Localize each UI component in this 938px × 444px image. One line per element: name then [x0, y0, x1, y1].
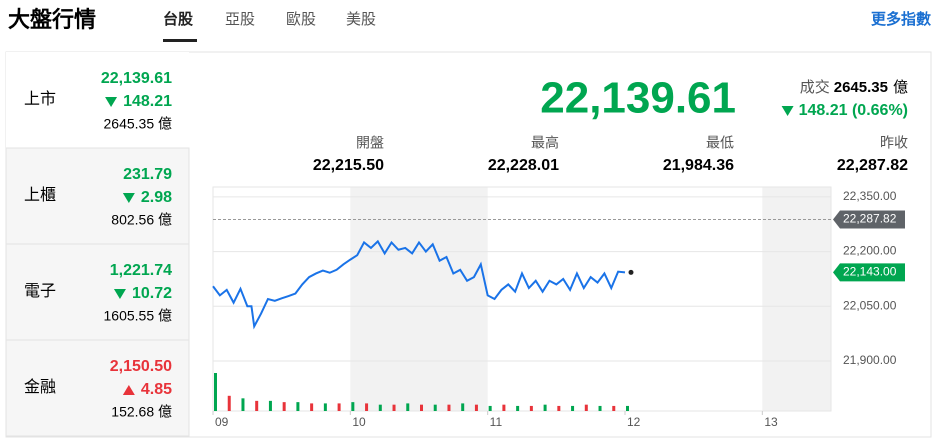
- arrow-down: [122, 193, 135, 203]
- volume-bar: [323, 403, 327, 411]
- quote-change: 148.21 (0.66%): [799, 102, 908, 119]
- last-point: [628, 269, 634, 275]
- y-tick-label: 22,350.00: [843, 189, 897, 203]
- volume-bar: [296, 402, 300, 411]
- x-tick-label: 09: [215, 415, 229, 429]
- volume-bar: [571, 405, 575, 411]
- y-tick-label: 22,200.00: [843, 244, 897, 258]
- volume-bar: [420, 404, 423, 411]
- arrow-down: [105, 97, 118, 107]
- index-volume: 802.56 億: [111, 212, 172, 228]
- y-tick-label: 21,900.00: [843, 353, 897, 367]
- volume-bar: [529, 405, 533, 411]
- volume-bar: [351, 402, 355, 411]
- tab[interactable]: 美股: [346, 11, 376, 28]
- stat-label: 開盤: [356, 135, 384, 151]
- volume-bar: [406, 403, 410, 411]
- index-row-bg[interactable]: [5, 243, 190, 341]
- prev-close-tag: [833, 210, 905, 229]
- index-name: 金融: [24, 378, 56, 396]
- index-price: 231.79: [123, 166, 172, 183]
- quote-price: 22,139.61: [540, 74, 736, 123]
- x-tick-label: 13: [764, 415, 778, 429]
- volume-bar: [378, 404, 382, 411]
- index-name: 上市: [24, 90, 56, 108]
- volume-label: 成交: [800, 78, 830, 96]
- price-line: [212, 239, 626, 330]
- volume-bar: [365, 403, 369, 411]
- tab[interactable]: 亞股: [225, 11, 255, 28]
- index-row-bg[interactable]: [5, 339, 190, 437]
- volume-bar: [502, 404, 506, 411]
- plot-border: [212, 186, 832, 412]
- tab[interactable]: 歐股: [286, 11, 316, 28]
- index-change: 4.85: [141, 381, 172, 398]
- volume-bar: [214, 373, 217, 411]
- volume-bar: [282, 402, 286, 411]
- volume-bar: [516, 405, 520, 411]
- session-band: [350, 187, 488, 411]
- index-change: 10.72: [132, 285, 172, 302]
- x-tick-label: 10: [352, 415, 366, 429]
- volume-bar: [447, 404, 451, 411]
- x-tick-label: 12: [627, 415, 641, 429]
- index-row-bg[interactable]: [6, 52, 189, 148]
- more-link[interactable]: 更多指數: [871, 10, 931, 28]
- volume-bar: [227, 395, 231, 411]
- stat-label: 最低: [706, 135, 734, 151]
- index-volume: 152.68 億: [111, 404, 172, 420]
- index-name: 上櫃: [24, 186, 56, 204]
- stat-value: 21,984.36: [663, 157, 734, 174]
- index-change: 148.21: [123, 93, 172, 110]
- volume-bar: [626, 405, 629, 411]
- tab-underline: [163, 39, 197, 42]
- volume-unit: 億: [893, 79, 908, 96]
- volume-bar: [433, 404, 437, 411]
- index-volume: 2645.35 億: [104, 116, 173, 132]
- volume-bar: [337, 403, 341, 411]
- index-price: 1,221.74: [110, 262, 172, 279]
- stat-label: 最高: [531, 135, 559, 151]
- stat-value: 22,215.50: [313, 157, 384, 174]
- y-tick-label: 22,050.00: [843, 298, 897, 312]
- arrow-down: [781, 106, 794, 116]
- index-change: 2.98: [141, 189, 172, 206]
- volume-bar: [392, 404, 396, 411]
- session-band: [762, 187, 831, 411]
- volume-bar: [543, 404, 547, 411]
- volume-value: 2645.35: [834, 79, 888, 96]
- volume-bar: [584, 404, 588, 411]
- stat-label: 昨收: [880, 135, 908, 151]
- last-tag: [833, 263, 905, 282]
- volume-bar: [488, 405, 492, 411]
- index-name: 電子: [24, 282, 56, 300]
- volume-bar: [310, 403, 314, 411]
- volume-bar: [598, 405, 602, 411]
- prev-close-label: 22,287.82: [843, 212, 897, 226]
- index-row-bg[interactable]: [5, 147, 190, 245]
- index-price: 22,139.61: [101, 70, 172, 87]
- volume-bar: [268, 400, 272, 411]
- arrow-down: [113, 289, 126, 299]
- arrow-up: [122, 385, 135, 395]
- volume-bar: [557, 405, 561, 411]
- volume-bar: [474, 404, 478, 411]
- index-volume: 1605.55 億: [104, 308, 173, 324]
- volume-bar: [241, 398, 245, 411]
- index-price: 2,150.50: [110, 358, 172, 375]
- volume-bar: [461, 403, 465, 411]
- last-label: 22,143.00: [843, 265, 897, 279]
- title: 大盤行情: [8, 7, 96, 32]
- stat-value: 22,228.01: [488, 157, 559, 174]
- tab[interactable]: 台股: [163, 10, 194, 28]
- volume-bar: [612, 405, 616, 411]
- volume-bar: [255, 400, 259, 411]
- x-tick-label: 11: [490, 415, 503, 429]
- stat-value: 22,287.82: [837, 157, 908, 174]
